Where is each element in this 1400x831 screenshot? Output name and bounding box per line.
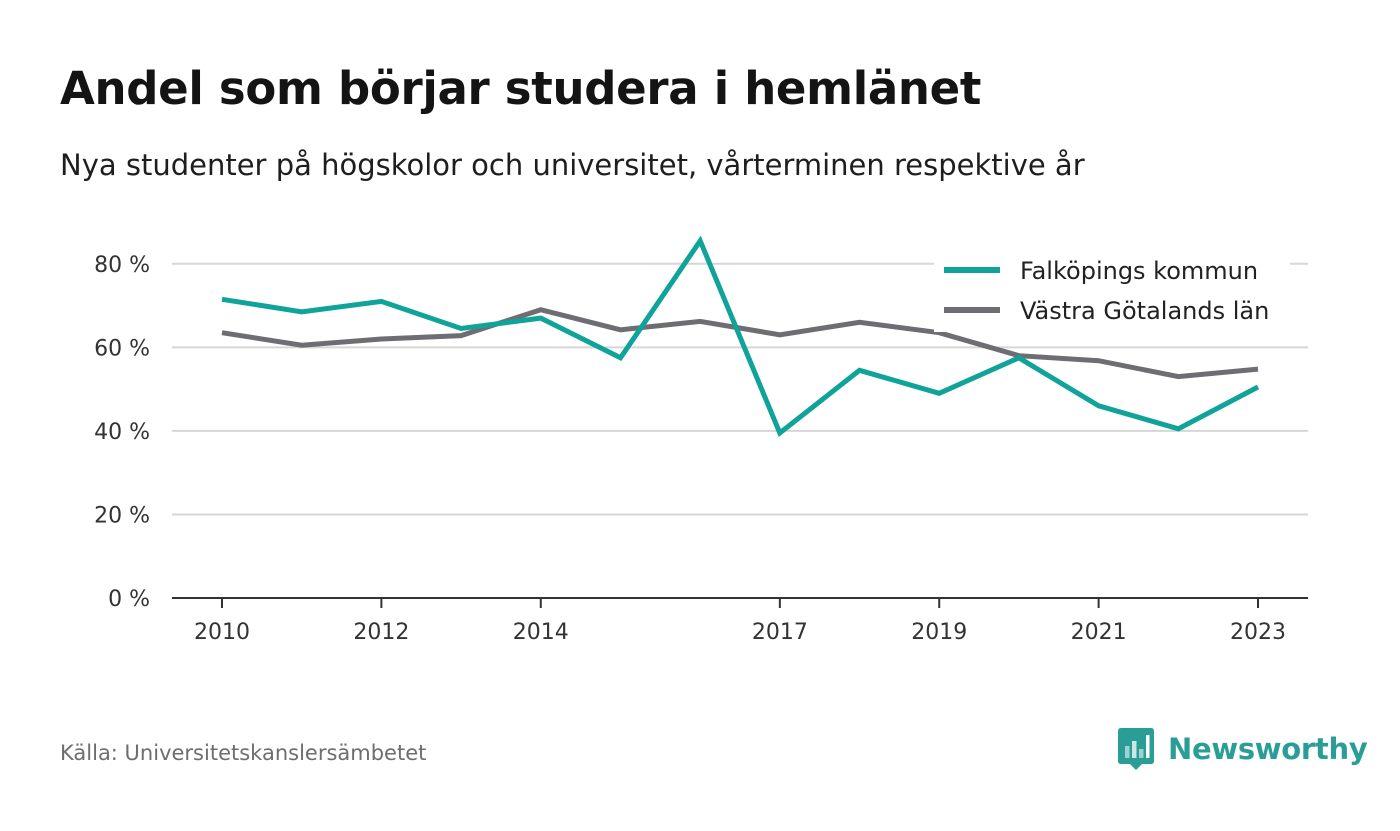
- x-tick-label: 2019: [911, 620, 967, 645]
- y-tick-label: 60 %: [94, 336, 150, 361]
- series-line-vastra-gotaland: [221, 307, 1259, 380]
- x-tick-label: 2023: [1230, 620, 1286, 645]
- legend-label: Västra Götalands län: [1020, 297, 1269, 325]
- x-tick-label: 2021: [1071, 620, 1127, 645]
- line-chart: 0 % 20 % 40 % 60 % 80 % 2010 2012 2014 2017 2019 2…: [94, 235, 1308, 645]
- brand-logo: Newsworthy: [1118, 728, 1368, 770]
- chart-title: Andel som börjar studera i hemlänet: [60, 62, 982, 115]
- chart-subtitle: Nya studenter på högskolor och universit…: [60, 148, 1085, 182]
- series-line-falkoping: [221, 235, 1260, 438]
- x-tick-label: 2014: [513, 620, 569, 645]
- y-tick-label: 40 %: [94, 420, 150, 445]
- source-note: Källa: Universitetskanslersämbetet: [60, 741, 427, 765]
- x-tick-label: 2017: [752, 620, 808, 645]
- y-tick-label: 80 %: [94, 253, 150, 278]
- x-tick-label: 2010: [194, 620, 250, 645]
- newsworthy-logo-icon: [1118, 728, 1154, 770]
- y-tick-label: 0 %: [108, 587, 150, 612]
- brand-name: Newsworthy: [1168, 732, 1368, 766]
- y-tick-label: 20 %: [94, 503, 150, 528]
- legend-label: Falköpings kommun: [1020, 257, 1258, 285]
- legend-background: [934, 248, 1290, 332]
- x-tick-label: 2012: [353, 620, 409, 645]
